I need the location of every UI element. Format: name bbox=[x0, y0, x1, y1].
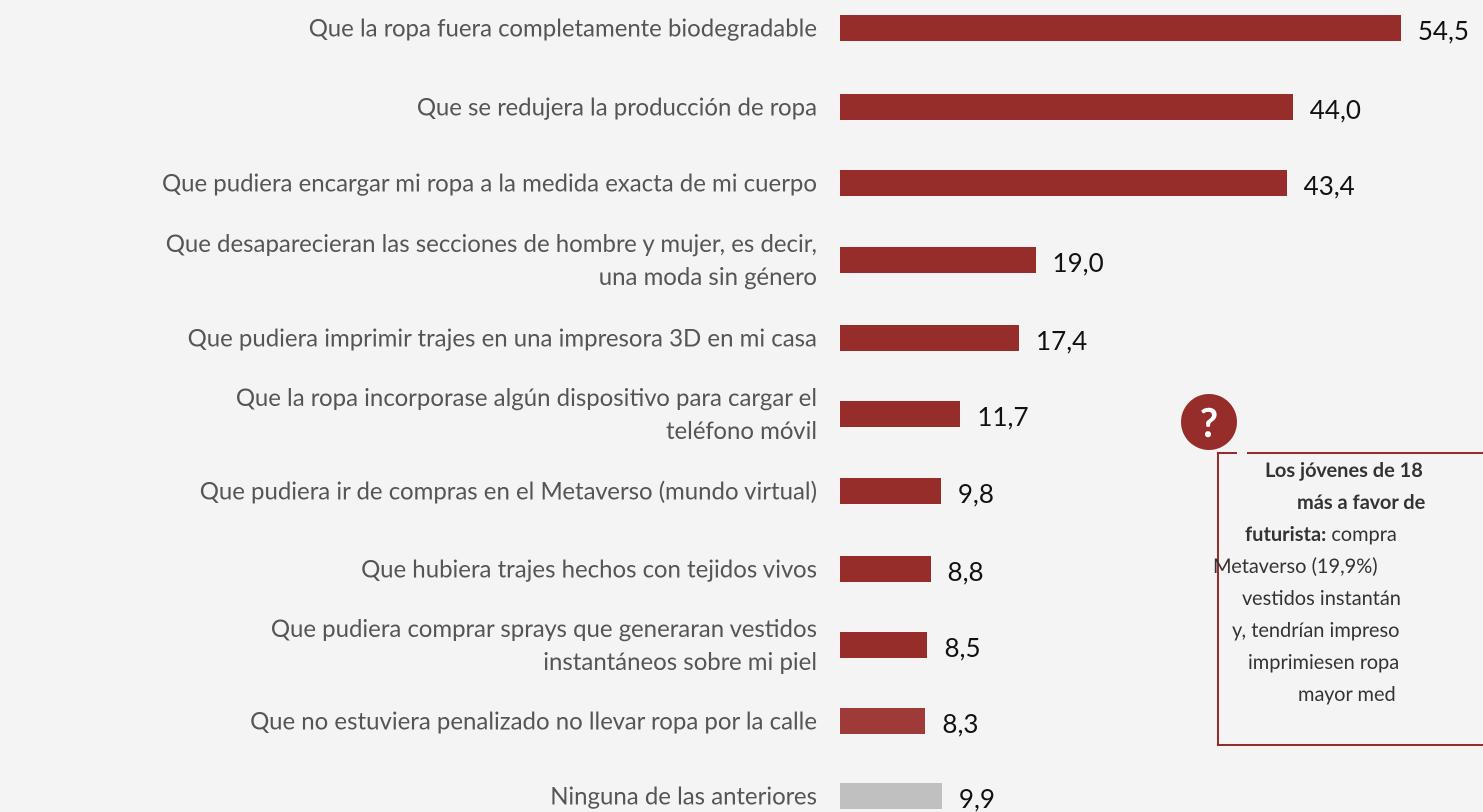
category-label: Que hubiera trajes hechos con tejidos vi… bbox=[361, 554, 817, 584]
annotation-text: mayor med bbox=[1298, 682, 1396, 706]
bar bbox=[840, 170, 1287, 196]
value-label: 11,7 bbox=[977, 400, 1029, 432]
category-label: Ninguna de las anteriores bbox=[550, 781, 817, 811]
value-label: 9,9 bbox=[958, 782, 995, 812]
bar bbox=[840, 401, 961, 427]
bar bbox=[840, 94, 1293, 120]
annotation-box bbox=[1217, 452, 1483, 746]
value-label: 44,0 bbox=[1309, 93, 1361, 125]
annotation-text: Metaverso (19,9%) bbox=[1213, 554, 1378, 578]
annotation-line: imprimiesen ropa bbox=[1248, 650, 1399, 674]
annotation-text: compra bbox=[1331, 522, 1397, 546]
category-label: Que pudiera ir de compras en el Metavers… bbox=[199, 476, 817, 506]
value-label: 19,0 bbox=[1052, 246, 1104, 278]
annotation-line: futurista: compra bbox=[1245, 522, 1397, 546]
annotation-line: vestidos instantán bbox=[1242, 586, 1401, 610]
category-label: Que no estuviera penalizado no llevar ro… bbox=[250, 706, 817, 736]
annotation-line: mayor med bbox=[1298, 682, 1396, 706]
bar bbox=[840, 247, 1036, 273]
value-label: 8,5 bbox=[944, 631, 981, 663]
bar bbox=[840, 632, 928, 658]
value-label: 8,3 bbox=[942, 707, 979, 739]
annotation-text: y, tendrían impreso bbox=[1232, 618, 1400, 642]
category-label: Que se redujera la producción de ropa bbox=[416, 92, 817, 122]
bar bbox=[840, 478, 941, 504]
bar bbox=[840, 708, 926, 734]
annotation-line: y, tendrían impreso bbox=[1232, 618, 1399, 642]
annotation-line: Metaverso (19,9%) bbox=[1213, 554, 1378, 578]
category-label: Que la ropa fuera completamente biodegra… bbox=[308, 13, 817, 43]
value-label: 8,8 bbox=[947, 555, 984, 587]
annotation-bold: futurista: bbox=[1245, 522, 1327, 546]
bar bbox=[840, 15, 1401, 41]
value-label: 54,5 bbox=[1417, 14, 1469, 46]
category-label: Que pudiera imprimir trajes en una impre… bbox=[187, 323, 817, 353]
annotation-line: Los jóvenes de 18 bbox=[1265, 458, 1423, 482]
annotation-text: imprimiesen ropa bbox=[1248, 650, 1400, 674]
bar bbox=[840, 556, 931, 582]
annotation-line: más a favor de bbox=[1297, 490, 1425, 514]
annotation-bold: Los jóvenes de 18 bbox=[1265, 458, 1423, 482]
annotation-text: vestidos instantán bbox=[1242, 586, 1401, 610]
category-label: Que la ropa incorporase algún dispositiv… bbox=[235, 383, 817, 445]
bar bbox=[840, 783, 942, 809]
value-label: 17,4 bbox=[1036, 324, 1088, 356]
value-label: 9,8 bbox=[957, 477, 994, 509]
category-label: Que pudiera encargar mi ropa a la medida… bbox=[162, 168, 817, 198]
category-label: Que desaparecieran las secciones de homb… bbox=[165, 229, 817, 291]
annotation-bold: más a favor de bbox=[1297, 490, 1426, 514]
category-label: Que pudiera comprar sprays que generaran… bbox=[270, 614, 817, 676]
bar bbox=[840, 325, 1020, 351]
question-icon: ? bbox=[1181, 394, 1237, 450]
value-label: 43,4 bbox=[1303, 169, 1355, 201]
